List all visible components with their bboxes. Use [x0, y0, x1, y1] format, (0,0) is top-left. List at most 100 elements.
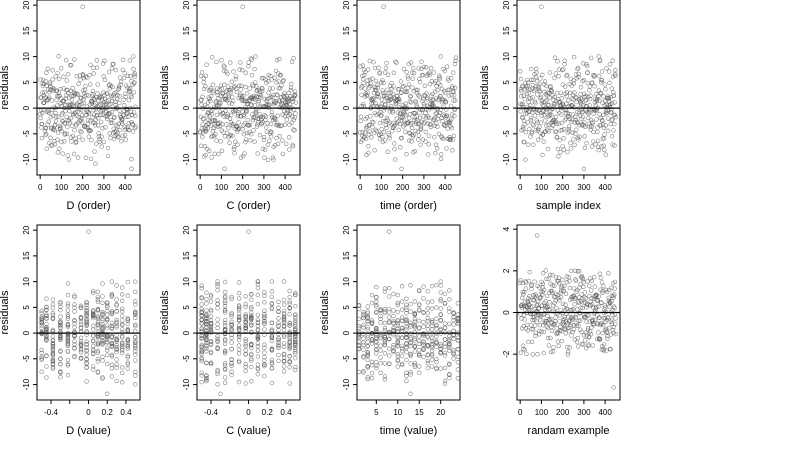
data-point	[222, 320, 228, 326]
data-point	[215, 345, 220, 350]
data-point	[293, 292, 298, 298]
data-point	[532, 113, 538, 118]
data-point	[606, 116, 611, 121]
data-point	[255, 281, 261, 287]
data-point	[126, 114, 131, 119]
data-point	[226, 100, 232, 106]
data-point	[595, 298, 600, 303]
data-point	[293, 93, 298, 99]
data-point	[412, 362, 418, 368]
data-point	[386, 90, 391, 96]
data-point	[374, 331, 379, 336]
data-point	[95, 350, 101, 355]
data-point	[204, 290, 209, 295]
data-point	[429, 343, 435, 348]
data-point	[356, 323, 362, 329]
data-point	[564, 306, 569, 311]
data-point	[387, 310, 392, 315]
data-point	[120, 121, 125, 127]
data-point	[412, 322, 418, 328]
data-point	[543, 268, 548, 273]
data-point	[403, 129, 408, 135]
y-tick-label: -10	[182, 153, 191, 165]
data-point	[588, 288, 594, 293]
data-point	[128, 109, 134, 115]
data-point	[526, 339, 531, 345]
data-point	[50, 302, 56, 307]
data-point	[122, 70, 127, 76]
data-point	[293, 100, 298, 105]
x-tick-label: 100	[535, 408, 549, 417]
data-point	[65, 102, 71, 108]
x-axis-label: sample index	[536, 200, 601, 212]
data-point	[588, 127, 593, 132]
data-point	[599, 78, 604, 83]
data-point	[582, 134, 587, 139]
data-point	[56, 114, 61, 120]
data-point	[245, 90, 250, 96]
data-point	[435, 124, 440, 129]
data-point	[422, 120, 427, 125]
data-point	[603, 326, 609, 331]
data-point	[222, 361, 228, 366]
data-point	[109, 309, 115, 314]
data-point	[361, 325, 366, 330]
data-point	[94, 58, 100, 63]
y-tick-label: 5	[182, 305, 191, 310]
data-point	[447, 338, 452, 344]
data-point	[72, 317, 77, 323]
data-point	[100, 281, 105, 286]
y-tick-label: 5	[502, 80, 511, 85]
data-point	[125, 339, 131, 344]
data-point	[404, 345, 409, 351]
data-point	[267, 102, 272, 107]
data-point	[551, 101, 557, 107]
data-point	[133, 322, 138, 327]
data-point	[90, 343, 96, 349]
data-point	[118, 82, 123, 87]
data-point	[416, 137, 421, 142]
data-points	[517, 4, 618, 172]
data-point	[43, 131, 49, 137]
data-point	[534, 118, 539, 123]
data-point	[416, 133, 422, 138]
data-point	[417, 302, 422, 307]
data-point	[199, 355, 204, 361]
data-point	[210, 128, 216, 134]
data-point	[399, 335, 405, 340]
data-point	[215, 284, 220, 289]
data-point	[109, 374, 115, 379]
data-point	[427, 70, 432, 75]
data-point	[611, 93, 617, 98]
data-point	[90, 309, 96, 314]
data-point	[222, 351, 228, 356]
y-tick-label: 0	[22, 105, 31, 110]
data-point	[64, 78, 70, 83]
data-point	[111, 136, 117, 142]
data-point	[284, 141, 289, 147]
y-tick-label: 20	[502, 0, 511, 9]
data-point	[199, 359, 204, 364]
data-point	[113, 90, 119, 95]
data-point	[429, 306, 435, 311]
data-point	[121, 75, 127, 81]
data-point	[442, 90, 448, 96]
data-point	[281, 308, 287, 314]
data-point	[530, 352, 535, 357]
data-point	[404, 307, 409, 312]
data-point	[404, 357, 409, 363]
data-point	[199, 295, 204, 300]
data-point	[421, 114, 426, 119]
data-point	[447, 361, 452, 366]
data-point	[253, 54, 258, 59]
data-point	[591, 322, 596, 328]
data-point	[543, 99, 548, 104]
data-point	[293, 322, 298, 327]
data-point	[101, 90, 106, 95]
data-point	[133, 382, 138, 387]
data-point	[578, 91, 583, 97]
data-point	[374, 333, 379, 338]
data-point	[249, 306, 254, 311]
data-point	[584, 319, 589, 324]
